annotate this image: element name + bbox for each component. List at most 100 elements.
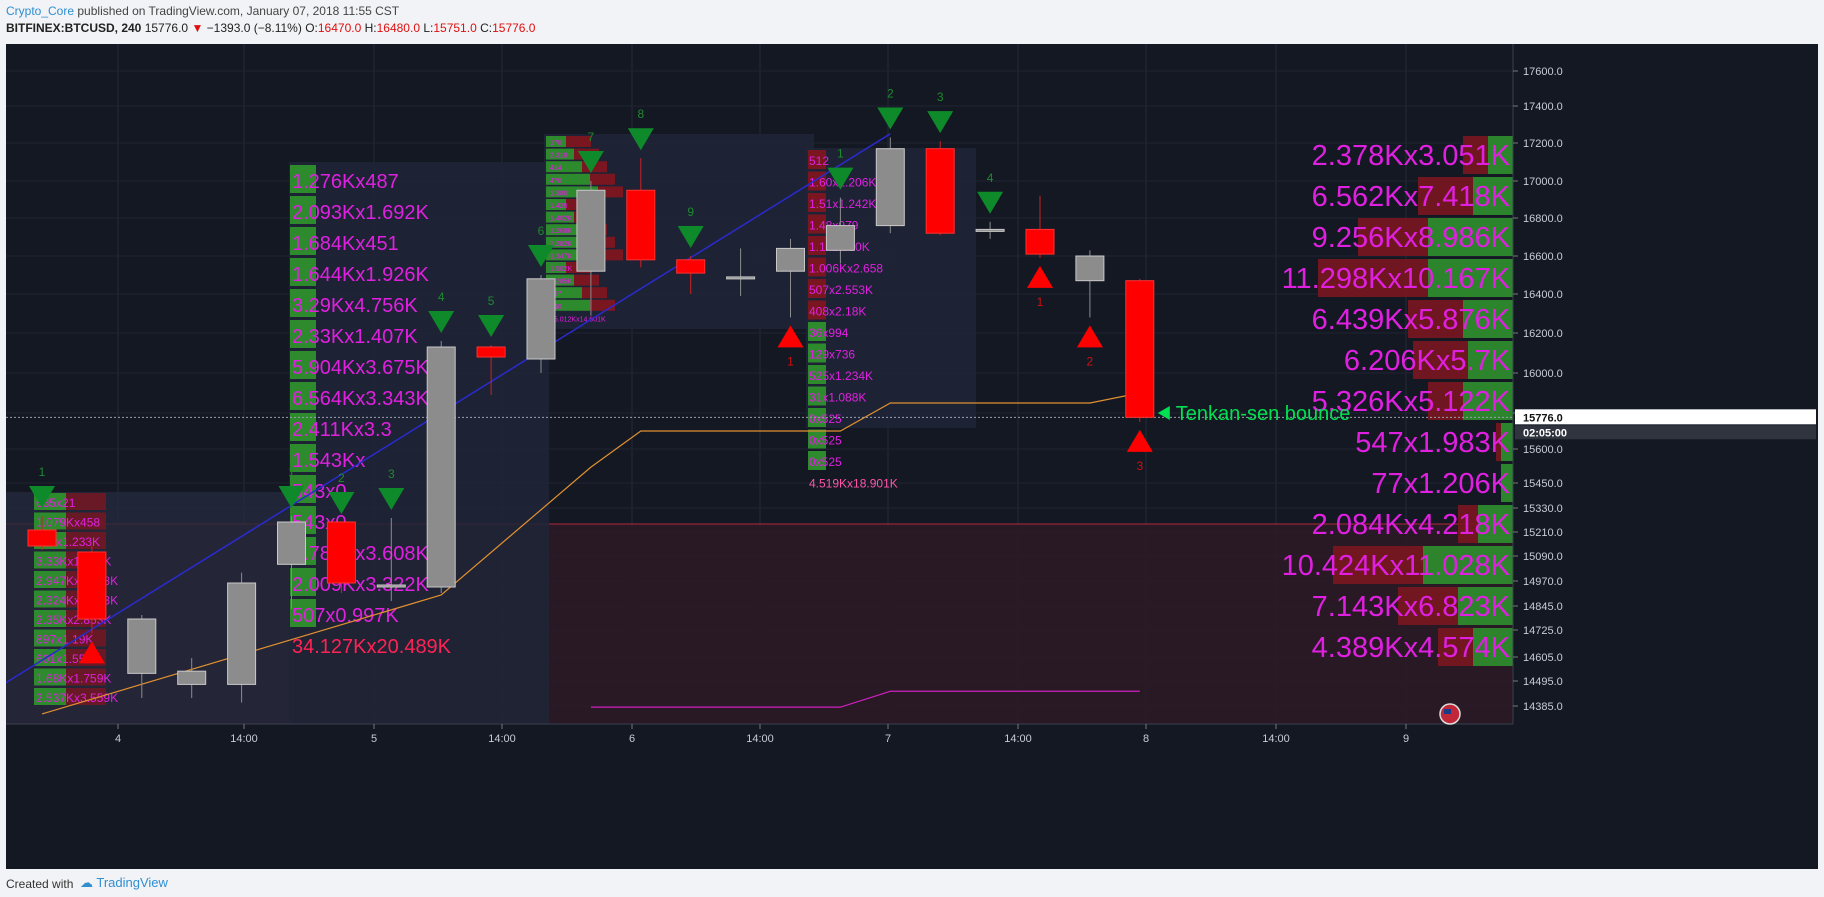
down-arrow-icon xyxy=(877,107,904,130)
profile-label-mid: 1.684Kx451 xyxy=(292,233,399,255)
profile-label-upper: 1.51x1.242K xyxy=(809,197,876,211)
buy-signals: 1 1 2 3 xyxy=(78,265,1153,664)
candle xyxy=(526,275,556,373)
time-tick-label: 14:00 xyxy=(1262,733,1290,745)
profile-bar-sell xyxy=(590,173,615,185)
price-change: −1393.0 (−8.11%) xyxy=(206,21,302,35)
profile-bar-sell xyxy=(1458,505,1478,543)
price-tick-label: 16400.0 xyxy=(1523,289,1563,301)
candle-body xyxy=(776,247,805,272)
candle xyxy=(875,137,905,234)
profile-bar-buy xyxy=(34,551,66,569)
profile-label-upper: 525x1.234K xyxy=(809,369,873,383)
time-tick-label: 8 xyxy=(1143,733,1149,745)
price-tick-label: 14385.0 xyxy=(1523,701,1563,713)
profile-bar-sell xyxy=(1438,628,1473,666)
profile-label-right: 5.326Kx5.122K xyxy=(1312,386,1511,418)
signal-count-label: 6 xyxy=(538,224,545,238)
profile-label-right: 2.084Kx4.218K xyxy=(1312,509,1511,541)
signal-count-label: 4 xyxy=(438,290,445,304)
candle-body xyxy=(277,521,306,565)
down-triangle-icon: ▼ xyxy=(191,21,204,35)
footer: Created with ☁ TradingView xyxy=(0,869,1824,897)
down-arrow-icon xyxy=(577,151,604,173)
time-tick-label: 6 xyxy=(629,733,635,745)
price-tick-label: 14725.0 xyxy=(1523,625,1563,637)
profile-bar-sell xyxy=(66,668,106,686)
candle xyxy=(77,546,107,634)
profile-label-small: 390 xyxy=(550,304,562,311)
time-tick-label: 7 xyxy=(885,733,891,745)
close-label: C: xyxy=(480,21,493,35)
last-price-badge-label: 15776.0 xyxy=(1523,412,1563,424)
profile-label-upper: 0x525 xyxy=(809,455,842,469)
candle-body xyxy=(376,584,406,588)
candle-body xyxy=(77,551,107,620)
candle xyxy=(376,518,406,601)
chart-svg[interactable]: 2.378Kx3.051K6.562Kx7.418K9.256Kx8.986K1… xyxy=(6,44,1818,869)
price-tick-label: 14605.0 xyxy=(1523,652,1563,664)
profile-label-mid: 1.787Kx3.608K xyxy=(292,543,429,565)
candle xyxy=(326,521,356,593)
profile-label-upper: 0x525 xyxy=(809,412,842,426)
price-tick-label: 15330.0 xyxy=(1523,503,1563,515)
candle-body xyxy=(875,148,905,227)
profile-bar-sell xyxy=(598,186,623,198)
profile-label-mid: 34.127Kx20.489K xyxy=(292,636,452,658)
profile-label-small: 1.268K xyxy=(550,228,573,235)
signal-count-label: 1 xyxy=(787,354,794,368)
profile-label-right: 7.143Kx6.823K xyxy=(1312,591,1511,623)
profile-bar-sell xyxy=(582,287,607,299)
candles xyxy=(27,137,1155,703)
candle xyxy=(825,197,855,264)
profile-label-mid: 5.904Kx3.675K xyxy=(292,357,429,379)
profile-bar-buy xyxy=(546,262,566,273)
profile-label-right: 4.389Kx4.574K xyxy=(1312,632,1511,664)
profile-bar-sell xyxy=(66,532,106,549)
signal-count-label: 4 xyxy=(987,171,994,185)
profile-bar-sell xyxy=(1318,259,1428,297)
brand-label: TradingView xyxy=(96,875,168,890)
profile-bar-buy xyxy=(1468,341,1513,379)
down-arrow-icon xyxy=(29,486,55,508)
up-arrow-icon xyxy=(777,325,804,348)
candle xyxy=(576,181,606,316)
profile-bar-buy xyxy=(290,165,316,193)
profile-bar-buy xyxy=(546,274,574,286)
signal-count-label: 8 xyxy=(637,107,644,121)
profile-bar-buy xyxy=(290,382,316,410)
profile-bar-buy xyxy=(546,236,590,248)
profile-bar-buy xyxy=(34,571,66,588)
candle xyxy=(227,572,257,703)
candle-body xyxy=(326,521,356,584)
profile-label-mid: 6.564Kx3.343K xyxy=(292,388,429,410)
profile-label-small: 1.285K xyxy=(550,279,573,286)
candle-body xyxy=(426,346,456,588)
profile-label-right: 77x1.206K xyxy=(1371,468,1510,500)
profile-bar-buy xyxy=(290,351,316,379)
tradingview-logo[interactable]: ☁ TradingView xyxy=(80,875,168,890)
profile-label-mid: 2.411Kx3.3 xyxy=(292,419,392,441)
profile-bar-buy xyxy=(290,289,316,317)
high-label: H: xyxy=(364,21,377,35)
profile-label-mid: 2.009Kx3.322K xyxy=(292,574,429,596)
up-arrow-icon xyxy=(1126,429,1153,452)
profile-bar-buy xyxy=(546,211,574,223)
profile-bar xyxy=(808,300,826,320)
candle xyxy=(925,141,955,236)
profile-label-right: 2.378Kx3.051K xyxy=(1312,140,1511,172)
up-arrow-icon xyxy=(78,641,105,664)
candle-body xyxy=(27,529,57,547)
profile-label-mid: 3.29Kx4.756K xyxy=(292,295,418,317)
candle-body xyxy=(127,618,157,674)
author-link[interactable]: Crypto_Core xyxy=(6,4,75,18)
profile-bar-buy xyxy=(290,599,316,627)
profile-bar-buy xyxy=(290,320,316,348)
published-text: published on TradingView.com, January 07… xyxy=(77,4,400,18)
signal-count-label: 5 xyxy=(488,294,495,308)
profile-bar xyxy=(808,214,826,234)
profile-bar-sell xyxy=(66,688,106,705)
chart-area[interactable]: 2.378Kx3.051K 6.562Kx7.418K 9.256Kx8.986K 1… xyxy=(6,44,1818,869)
candle-body xyxy=(726,276,756,280)
candle-body xyxy=(825,225,855,251)
